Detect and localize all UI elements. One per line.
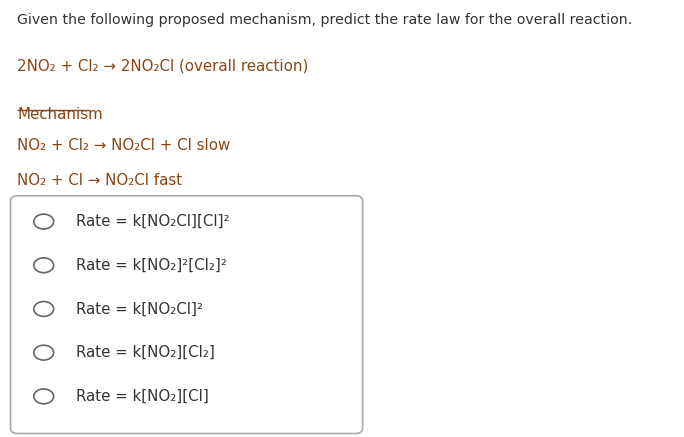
- Text: Mechanism: Mechanism: [18, 107, 103, 122]
- FancyBboxPatch shape: [10, 196, 363, 434]
- Text: Rate = k[NO₂][Cl₂]: Rate = k[NO₂][Cl₂]: [76, 345, 215, 360]
- Text: NO₂ + Cl₂ → NO₂Cl + Cl slow: NO₂ + Cl₂ → NO₂Cl + Cl slow: [18, 138, 231, 153]
- Text: Rate = k[NO₂Cl]²: Rate = k[NO₂Cl]²: [76, 302, 202, 316]
- Text: Rate = k[NO₂][Cl]: Rate = k[NO₂][Cl]: [76, 389, 209, 404]
- Text: Rate = k[NO₂]²[Cl₂]²: Rate = k[NO₂]²[Cl₂]²: [76, 258, 226, 273]
- Text: Rate = k[NO₂Cl][Cl]²: Rate = k[NO₂Cl][Cl]²: [76, 214, 229, 229]
- Text: 2NO₂ + Cl₂ → 2NO₂Cl (overall reaction): 2NO₂ + Cl₂ → 2NO₂Cl (overall reaction): [18, 59, 309, 74]
- Text: NO₂ + Cl → NO₂Cl fast: NO₂ + Cl → NO₂Cl fast: [18, 173, 183, 187]
- Text: Given the following proposed mechanism, predict the rate law for the overall rea: Given the following proposed mechanism, …: [18, 13, 633, 27]
